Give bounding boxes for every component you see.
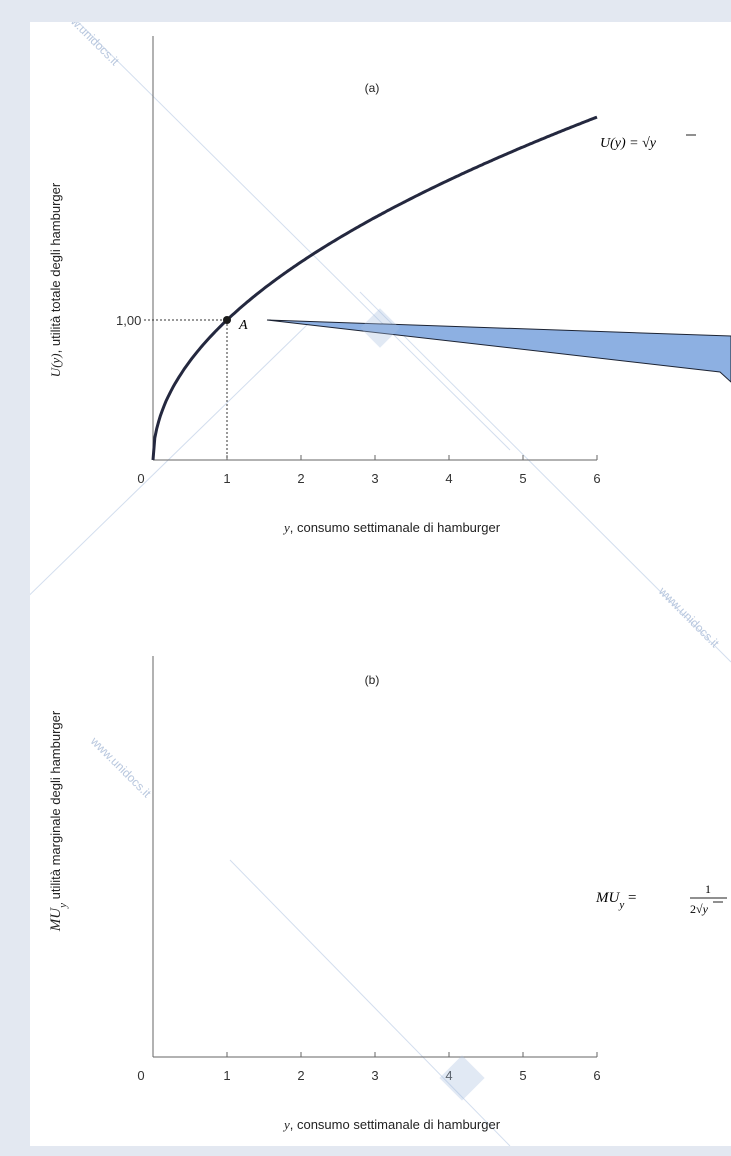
panel-a-callout	[266, 319, 731, 383]
panel-b-xlabel-var: y	[282, 1117, 290, 1132]
watermark-text-2: www.unidocs.it	[655, 584, 722, 651]
watermark-text-3: www.unidocs.it	[87, 734, 154, 801]
figure: www.unidocs.it www.unidocs.it www.unidoc…	[30, 22, 731, 1146]
watermark-logo-2-square	[439, 1055, 485, 1101]
watermark-line-3	[30, 321, 311, 596]
panel-b-curve-label: MUy = 1 2√y	[595, 882, 727, 916]
figure-frame: www.unidocs.it www.unidocs.it www.unidoc…	[30, 22, 731, 1146]
panel-b: (b) MUy utilità marginale degli hamburge…	[48, 656, 727, 1132]
panel-b-curve-label-denominator: 2√y	[690, 902, 709, 916]
watermark-logo-1-square	[360, 308, 400, 348]
panel-a-xtick-label-4: 4	[445, 471, 452, 486]
panel-a-ytick-label: 1,00	[116, 313, 141, 328]
watermark-logo-1	[360, 308, 400, 348]
panel-b-ylabel: MUy utilità marginale degli hamburger	[48, 710, 69, 932]
panel-a-xtick-label-1: 1	[223, 471, 230, 486]
panel-b-curve-label-den-arg: y	[702, 902, 709, 916]
panel-b-xlabel-rest: , consumo settimanale di hamburger	[290, 1117, 501, 1132]
panel-a-ylabel-var: U(y)	[48, 353, 63, 377]
watermark	[30, 22, 731, 1146]
panel-b-xtick-label-6: 6	[593, 1068, 600, 1083]
panel-a-xtick-label-5: 5	[519, 471, 526, 486]
panel-b-ylabel-sub: y	[57, 903, 69, 909]
panel-a-curve	[151, 115, 598, 461]
panel-a-ylabel-rest: , utilità totale degli hamburger	[48, 182, 63, 353]
panel-b-curve-label-mu: MU	[595, 890, 620, 906]
watermark-text-1: www.unidocs.it	[55, 22, 122, 69]
panel-a-xtick-label-6: 6	[593, 471, 600, 486]
panel-b-xtick-label-3: 3	[371, 1068, 378, 1083]
panel-a-xlabel-var: y	[282, 520, 290, 535]
panel-b-xlabel: y, consumo settimanale di hamburger	[282, 1117, 501, 1132]
panel-b-curve-label-lhs: MUy =	[595, 890, 636, 911]
panel-a-label: (a)	[365, 81, 380, 95]
panel-a-xtick-label-0: 0	[137, 471, 144, 486]
panel-a: (a) U(y), utilità totale degli hamburger…	[48, 36, 731, 535]
panel-b-xtick-label-1: 1	[223, 1068, 230, 1083]
watermark-line-4	[229, 859, 511, 1146]
panel-b-curve-label-eq: =	[624, 890, 636, 906]
panel-b-curve-label-sub: y	[618, 899, 624, 911]
panel-b-curve-label-numerator: 1	[705, 882, 711, 896]
panel-a-point-a	[223, 316, 231, 324]
panel-a-curve-label: U(y) = √y	[600, 136, 657, 151]
panel-a-curve-label-sqrt: √	[642, 136, 650, 151]
watermark-line-2	[359, 291, 731, 663]
panel-b-curve-label-den-two: 2	[690, 902, 696, 916]
panel-b-xtick-label-0: 0	[137, 1068, 144, 1083]
watermark-logo-2	[439, 1055, 485, 1101]
watermark-line-1	[77, 22, 511, 451]
panel-b-ylabel-var: MU	[48, 907, 64, 932]
panel-a-point-a-label: A	[238, 318, 248, 333]
panel-a-xtick-label-2: 2	[297, 471, 304, 486]
panel-a-xlabel: y, consumo settimanale di hamburger	[282, 520, 501, 535]
panel-a-xtick-label-3: 3	[371, 471, 378, 486]
panel-a-ylabel: U(y), utilità totale degli hamburger	[48, 182, 63, 377]
panel-a-curve-label-lhs: U(y) =	[600, 136, 642, 151]
panel-b-xtick-label-4: 4	[445, 1068, 452, 1083]
panel-a-xlabel-rest: , consumo settimanale di hamburger	[290, 520, 501, 535]
panel-b-ylabel-rest: utilità marginale degli hamburger	[48, 710, 63, 903]
panel-b-curve-label-den-sqrt: √	[696, 902, 703, 916]
panel-b-xtick-label-5: 5	[519, 1068, 526, 1083]
panel-b-label: (b)	[365, 673, 380, 687]
panel-b-xtick-label-2: 2	[297, 1068, 304, 1083]
panel-a-curve-label-arg: y	[648, 136, 657, 151]
